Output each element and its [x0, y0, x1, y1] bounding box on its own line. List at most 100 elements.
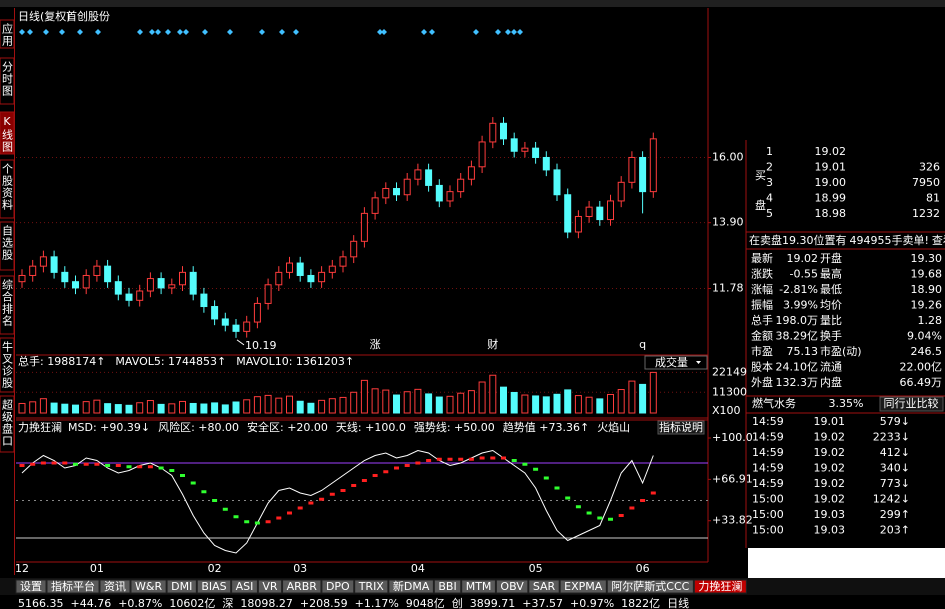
- tab[interactable]: [321, 579, 355, 594]
- trend-dot: [222, 507, 228, 511]
- tab-label[interactable]: W&R: [135, 580, 162, 593]
- volume-bar: [114, 404, 122, 414]
- tab[interactable]: [461, 579, 496, 594]
- candle-body: [93, 265, 101, 276]
- candle-body: [553, 169, 561, 196]
- tab[interactable]: [354, 579, 389, 594]
- help-button-label[interactable]: 指标说明: [659, 420, 703, 434]
- quote-label: 涨跌: [751, 267, 773, 281]
- tab-label[interactable]: 新DMA: [393, 579, 430, 593]
- volume-bar: [574, 395, 582, 414]
- tab-label[interactable]: SAR: [533, 580, 556, 593]
- volume-bar: [521, 394, 529, 414]
- tab-label[interactable]: DPO: [326, 580, 350, 593]
- period-label: 日线(复权): [18, 9, 71, 23]
- tab[interactable]: [693, 579, 747, 594]
- trade-time: 14:59: [752, 462, 784, 475]
- tab[interactable]: [99, 579, 131, 594]
- tab-label[interactable]: VR: [262, 580, 278, 593]
- trend-dot: [586, 511, 592, 515]
- signal-diamond: [183, 29, 189, 35]
- quote-label: 金额: [751, 329, 773, 343]
- tab[interactable]: [559, 579, 607, 594]
- trend-dot: [319, 497, 325, 501]
- volume-bar: [146, 400, 154, 414]
- sidebar-label[interactable]: 应用: [1, 22, 14, 47]
- candle-body: [393, 188, 400, 196]
- trend-dot: [147, 465, 153, 469]
- tab-label[interactable]: 指标平台: [51, 579, 95, 593]
- sidebar-tab[interactable]: [0, 19, 15, 49]
- sidebar-label[interactable]: 个股资料: [1, 163, 14, 211]
- tab[interactable]: [528, 579, 560, 594]
- trend-dot: [426, 459, 432, 462]
- sidebar-label[interactable]: 牛叉诊股: [1, 340, 14, 389]
- book-side: 买: [755, 169, 766, 182]
- tab-label[interactable]: ARBR: [287, 580, 318, 593]
- signal-diamond: [165, 29, 171, 35]
- sidebar-label[interactable]: 综合排名: [1, 278, 14, 327]
- tab[interactable]: [495, 579, 529, 594]
- compare-button[interactable]: [879, 396, 944, 412]
- y-tick-label: +100.0: [712, 431, 753, 444]
- tab-label[interactable]: ASI: [236, 580, 254, 593]
- low-pointer: [236, 339, 245, 346]
- sidebar-tab[interactable]: [0, 221, 15, 271]
- tab[interactable]: [388, 579, 434, 594]
- tab[interactable]: [130, 579, 167, 594]
- trend-dot: [158, 466, 164, 470]
- tab-label[interactable]: DMI: [171, 580, 192, 593]
- candle-body: [489, 122, 497, 143]
- tab[interactable]: [196, 579, 232, 594]
- candle-body: [318, 271, 326, 283]
- tab-label[interactable]: 设置: [20, 580, 42, 593]
- tab-label[interactable]: BIAS: [201, 580, 226, 593]
- signal-diamond: [95, 29, 101, 35]
- sidebar-label[interactable]: 自选股: [1, 225, 14, 261]
- candle-body: [39, 256, 47, 267]
- indicator-selector[interactable]: [644, 355, 708, 370]
- trend-dot: [169, 469, 175, 472]
- tab-label[interactable]: MTM: [466, 580, 492, 593]
- tab[interactable]: [231, 579, 258, 594]
- tab[interactable]: [166, 579, 197, 594]
- trend-dot: [105, 464, 111, 467]
- sidebar-tab[interactable]: [0, 111, 15, 155]
- help-button[interactable]: [657, 420, 705, 435]
- tab-label[interactable]: 资讯: [104, 580, 126, 593]
- sidebar-tab[interactable]: [0, 395, 15, 453]
- tab-label[interactable]: 力挽狂澜: [698, 579, 742, 593]
- sidebar-label[interactable]: K线图: [1, 115, 14, 153]
- tab[interactable]: [46, 579, 100, 594]
- sidebar-tab[interactable]: [0, 337, 15, 393]
- tab-label[interactable]: EXPMA: [564, 580, 603, 593]
- tab-label[interactable]: BBI: [438, 580, 456, 593]
- quote-label: 最新: [751, 251, 773, 265]
- tab[interactable]: [433, 579, 462, 594]
- tab-label[interactable]: 阿尔萨斯式CCC: [611, 580, 689, 593]
- x-tick-label: 04: [411, 562, 425, 575]
- trend-dot: [554, 486, 560, 490]
- book-volume: 81: [926, 192, 940, 205]
- sidebar-label[interactable]: 分时图: [1, 61, 14, 97]
- tab-label[interactable]: OBV: [500, 580, 524, 593]
- sidebar-tab[interactable]: [0, 275, 15, 335]
- tab[interactable]: [282, 579, 322, 594]
- sidebar-tab[interactable]: [0, 159, 15, 219]
- x-tick-label: 03: [293, 562, 307, 575]
- tab-label[interactable]: TRIX: [358, 580, 385, 593]
- book-volume: 1232: [912, 207, 940, 220]
- volume-bar: [649, 371, 657, 414]
- tab[interactable]: [15, 579, 47, 594]
- trade-time: 15:00: [752, 524, 784, 537]
- candle-body: [72, 281, 79, 289]
- sell-notice[interactable]: 查看详细: [932, 233, 945, 247]
- trend-dot: [361, 479, 367, 482]
- tab[interactable]: [257, 579, 283, 594]
- tab[interactable]: [606, 579, 694, 594]
- compare-button-label[interactable]: 同行业比较: [884, 396, 939, 410]
- sidebar-tab[interactable]: [0, 57, 15, 105]
- quote-value: 246.5: [911, 345, 943, 358]
- sidebar-label[interactable]: 超级盘口: [1, 398, 14, 447]
